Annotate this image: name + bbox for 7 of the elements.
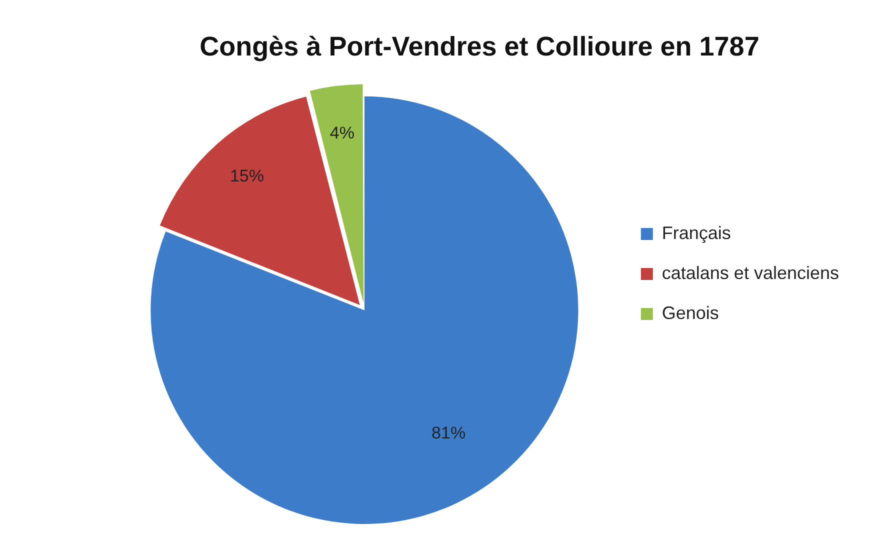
data-label: 4% <box>330 124 354 143</box>
legend-label: Genois <box>662 302 719 323</box>
legend-label: Français <box>662 222 731 243</box>
data-label: 81% <box>432 424 466 443</box>
chart-title: Congès à Port-Vendres et Collioure en 1787 <box>200 32 760 62</box>
legend-label: catalans et valenciens <box>662 262 839 283</box>
data-label: 15% <box>230 166 264 186</box>
